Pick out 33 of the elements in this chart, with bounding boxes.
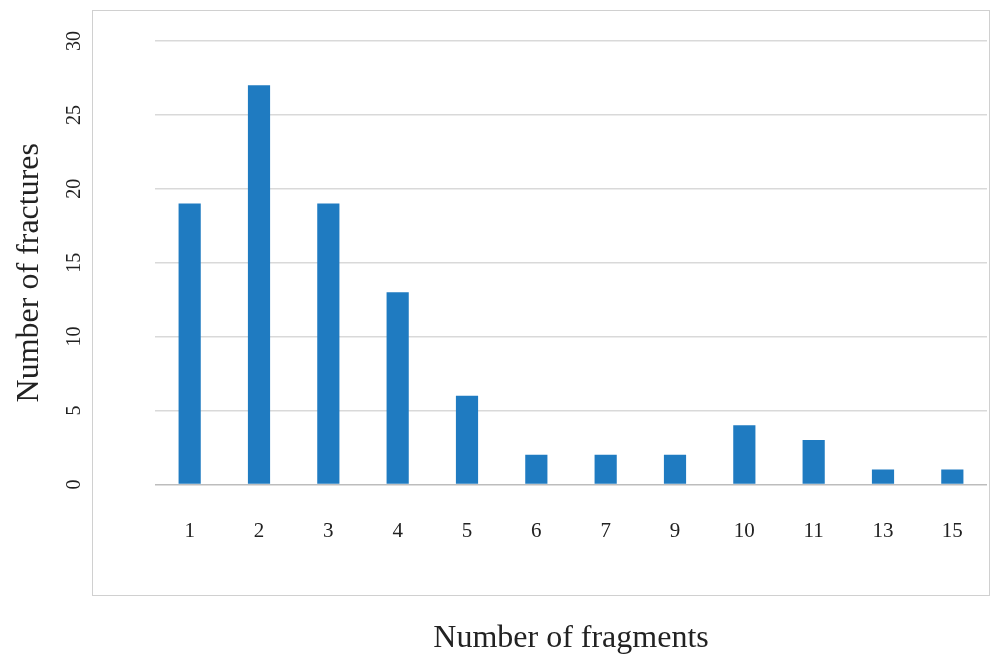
x-tick-label: 1	[184, 517, 195, 542]
bar	[178, 203, 201, 484]
bar	[386, 292, 409, 484]
x-tick-label: 9	[669, 517, 681, 542]
y-tick-label: 30	[62, 31, 85, 51]
x-tick-label: 15	[941, 517, 963, 542]
x-tick-label: 3	[323, 517, 334, 542]
bar	[317, 203, 340, 484]
bar	[871, 469, 895, 484]
bar	[663, 454, 687, 484]
x-tick-label: 13	[872, 517, 894, 542]
y-axis-title: Number of fractures	[9, 142, 46, 403]
bar	[941, 469, 964, 484]
x-tick-label: 10	[733, 517, 755, 542]
x-tick-label: 4	[392, 517, 404, 542]
y-tick-label: 15	[62, 252, 85, 273]
y-tick-label: 5	[62, 405, 85, 416]
x-tick-label: 11	[803, 517, 824, 542]
y-tick-label: 0	[62, 479, 85, 490]
x-tick-label: 2	[253, 517, 265, 542]
y-tick-label: 20	[62, 178, 85, 199]
x-axis-title: Number of fragments	[433, 618, 709, 655]
x-tick-label: 5	[461, 517, 473, 542]
bar	[594, 454, 617, 484]
x-tick-label: 7	[600, 517, 611, 542]
y-tick-label: 25	[62, 104, 85, 125]
x-tick-label: 6	[531, 517, 542, 542]
bar	[455, 395, 479, 484]
bar	[525, 454, 548, 484]
bar	[733, 425, 756, 484]
bar	[247, 85, 271, 484]
y-tick-label: 10	[62, 326, 85, 347]
bar	[802, 440, 825, 484]
